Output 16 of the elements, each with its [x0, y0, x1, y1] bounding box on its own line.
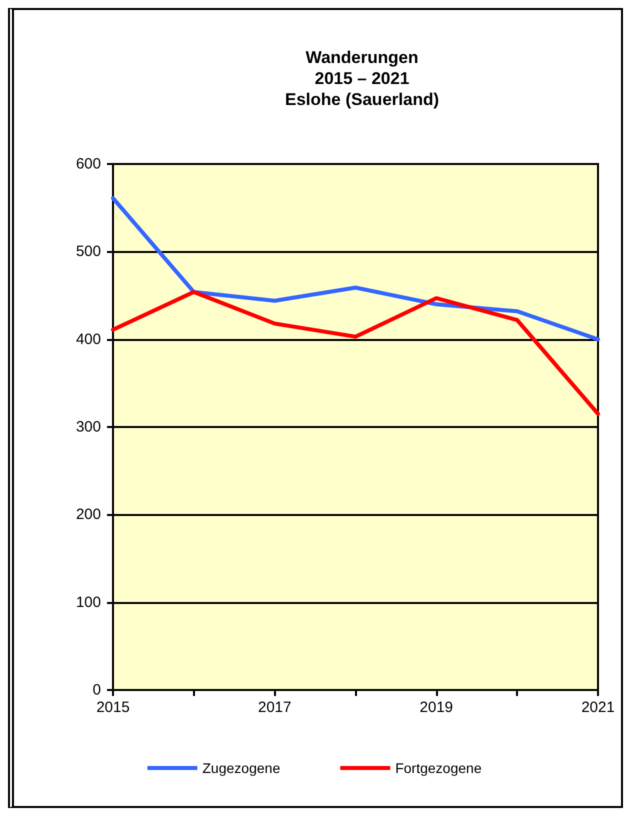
y-tick-label: 600 — [76, 156, 101, 172]
chart-title: Wanderungen 2015 – 2021 Eslohe (Sauerland) — [285, 48, 439, 109]
y-tick-label: 300 — [76, 418, 101, 436]
legend-label: Fortgezogene — [395, 760, 482, 776]
y-tick-label: 200 — [76, 506, 101, 524]
y-tick-label: 500 — [76, 243, 101, 260]
y-tick-label: 400 — [76, 330, 101, 348]
x-tick-label: 2021 — [581, 699, 615, 716]
y-tick-label: 100 — [76, 594, 101, 611]
x-tick-label: 2017 — [258, 699, 292, 716]
x-tick-label: 2019 — [420, 699, 454, 716]
line-series — [111, 290, 600, 416]
legend-label: Zugezogene — [202, 760, 280, 776]
x-tick-label: 2015 — [96, 699, 130, 716]
y-tick-label: 0 — [92, 682, 101, 698]
line-series — [111, 196, 600, 342]
